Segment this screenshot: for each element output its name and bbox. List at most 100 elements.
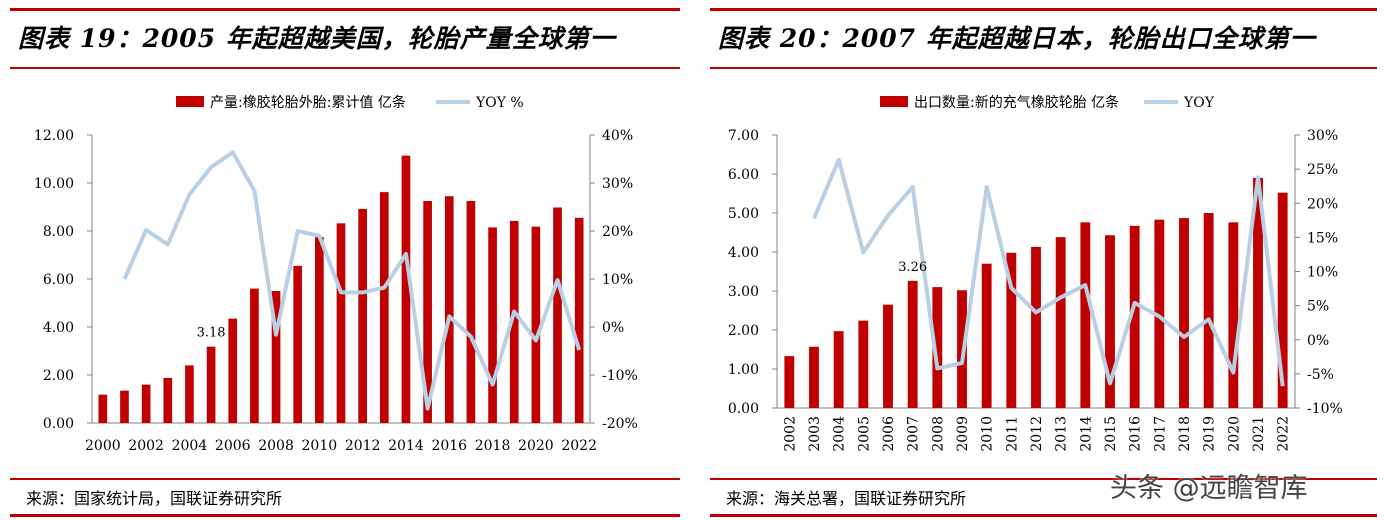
bar [981, 263, 992, 408]
right-y-tick-label: 10% [1307, 265, 1338, 281]
bar [163, 377, 173, 423]
right-chart-title: 图表 20：2007 年起超越日本，轮胎出口全球第一 [718, 24, 1316, 53]
x-tick-label: 2016 [431, 438, 467, 454]
right-y-tick-label: 20% [1307, 196, 1338, 212]
x-tick-label: 2016 [1128, 416, 1144, 452]
x-tick-label: 2019 [1202, 416, 1218, 452]
left-y-tick-label: 0.00 [728, 401, 759, 417]
right-y-tick-label: 0% [602, 320, 624, 336]
x-tick-label: 2004 [172, 438, 208, 454]
bar [1179, 218, 1189, 408]
right-y-tick-label: -20% [602, 416, 638, 432]
bar [1277, 192, 1288, 408]
x-tick-label: 2011 [1004, 416, 1020, 452]
x-tick-label: 2017 [1152, 416, 1168, 452]
bar [1228, 222, 1239, 408]
bar [883, 304, 893, 408]
bar [1203, 213, 1214, 408]
bar [1129, 225, 1140, 408]
left-y-tick-label: 8.00 [43, 224, 74, 240]
bar [858, 320, 869, 408]
left-y-tick-label: 6.00 [728, 167, 759, 183]
bar [250, 288, 259, 423]
x-tick-label: 2009 [955, 416, 971, 452]
x-tick-label: 2020 [1226, 416, 1242, 452]
x-tick-label: 2008 [258, 438, 294, 454]
legend-bar-swatch [880, 96, 908, 107]
right-chart: 0.00 1.00 2.00 3.00 4.00 5.00 6.00 7.00 -10% -5% 0… [728, 94, 1343, 452]
x-tick-label: 2002 [782, 416, 798, 452]
x-tick-label: 2022 [1276, 416, 1292, 452]
bar [907, 280, 918, 408]
left-source-bar: 来源：国家统计局，国联证券研究所 [10, 478, 680, 517]
left-chart-panel: 图表 19：2005 年起超越美国，轮胎产量全球第一 0.00 2.00 4.00 6… [0, 0, 690, 520]
left-y-tick-label: 4.00 [728, 245, 759, 261]
bar [1006, 252, 1017, 408]
right-title-bar: 图表 20：2007 年起超越日本，轮胎出口全球第一 [710, 8, 1377, 69]
legend-bar-label: 出口数量:新的充气橡胶轮胎 亿条 [914, 94, 1119, 111]
bar [531, 226, 541, 423]
x-tick-label: 2000 [85, 438, 121, 454]
bar [315, 237, 324, 423]
bar [293, 265, 303, 423]
bar [423, 201, 432, 423]
x-tick-label: 2003 [807, 416, 823, 452]
bar [784, 356, 795, 408]
right-y-tick-label: 30% [1307, 128, 1338, 144]
right-y-tick-label: 25% [1307, 162, 1338, 178]
right-y-tick-label: -10% [1307, 401, 1343, 417]
right-source-bar: 来源：海关总署，国联证券研究所 [710, 478, 1377, 517]
x-tick-label: 2004 [832, 416, 848, 452]
x-tick-label: 2007 [906, 416, 922, 452]
bar [141, 384, 151, 423]
left-y-tick-label: 6.00 [43, 272, 74, 288]
left-y-tick-label: 7.00 [728, 128, 759, 144]
bar [574, 217, 584, 423]
x-tick-label: 2021 [1251, 416, 1267, 452]
x-tick-label: 2014 [1078, 416, 1094, 452]
legend-bar-swatch [176, 96, 204, 107]
bar [1105, 235, 1115, 408]
right-source: 来源：海关总署，国联证券研究所 [726, 489, 967, 508]
right-y-tick-label: -10% [602, 368, 638, 384]
x-tick-label: 2006 [215, 438, 251, 454]
left-y-tick-label: 3.00 [728, 284, 759, 300]
legend-line-label: YOY % [475, 95, 524, 111]
right-y-tick-label: 20% [602, 224, 633, 240]
left-source: 来源：国家统计局，国联证券研究所 [26, 489, 283, 508]
left-chart: 0.00 2.00 4.00 6.00 8.00 10.00 12.00 -20% -10% 0%… [34, 94, 638, 454]
x-tick-label: 2015 [1103, 416, 1119, 452]
bar [1154, 219, 1165, 408]
right-chart-panel: 图表 20：2007 年起超越日本，轮胎出口全球第一 0.00 1.00 2.00 3… [700, 0, 1387, 520]
bar [932, 287, 943, 408]
bar [228, 318, 238, 423]
x-tick-label: 2014 [388, 438, 424, 454]
left-chart-title: 图表 19：2005 年起超越美国，轮胎产量全球第一 [18, 24, 616, 53]
x-tick-label: 2012 [345, 438, 381, 454]
data-label: 3.26 [898, 260, 927, 275]
bar [1031, 246, 1041, 408]
left-y-tick-label: 1.00 [728, 362, 759, 378]
bar [553, 207, 562, 423]
left-y-tick-label: 2.00 [728, 323, 759, 339]
watermark: 头条 @远瞻智库 [1110, 473, 1308, 504]
left-y-tick-label: 12.00 [34, 128, 74, 144]
left-y-tick-label: 10.00 [34, 176, 74, 192]
legend-line-label: YOY [1183, 95, 1215, 111]
x-tick-label: 2008 [930, 416, 946, 452]
bar [809, 346, 819, 408]
x-tick-label: 2013 [1054, 416, 1070, 452]
x-tick-label: 2006 [881, 416, 897, 452]
data-label: 3.18 [197, 326, 226, 341]
bar [833, 331, 844, 408]
left-y-tick-label: 4.00 [43, 320, 74, 336]
left-y-tick-label: 5.00 [728, 206, 759, 222]
bar [336, 223, 346, 423]
bar [466, 201, 476, 423]
right-y-tick-label: 10% [602, 272, 633, 288]
x-tick-label: 2018 [1177, 416, 1193, 452]
bar [1055, 237, 1066, 408]
bar [488, 227, 497, 423]
bar [120, 390, 129, 423]
x-tick-label: 2002 [128, 438, 164, 454]
